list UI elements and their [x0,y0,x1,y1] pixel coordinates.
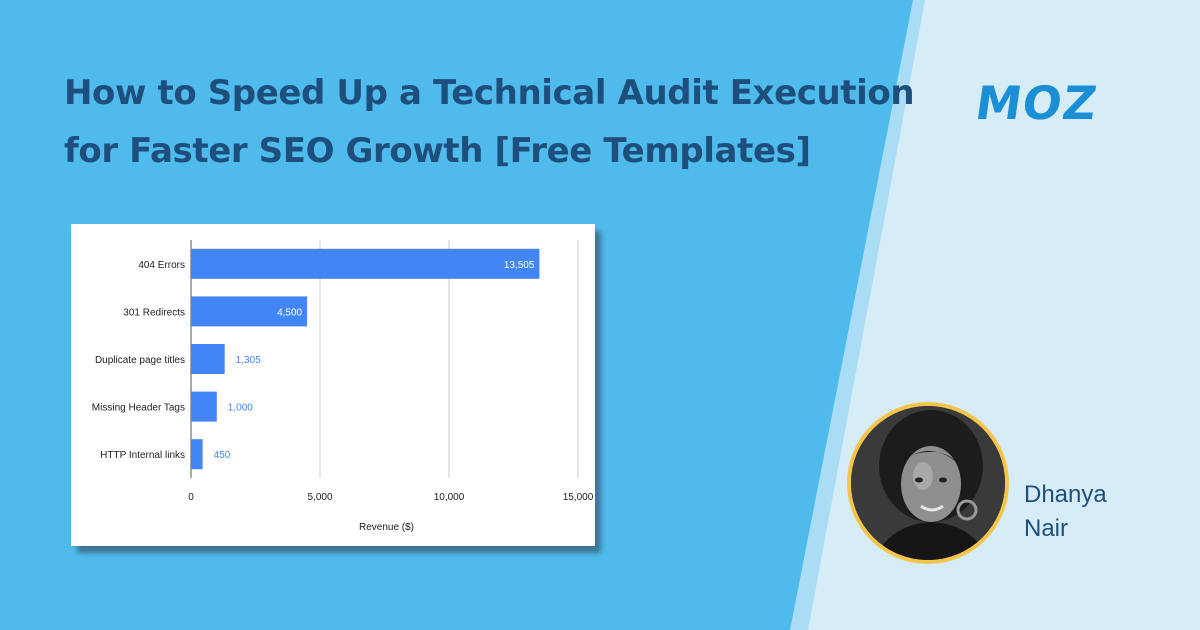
bar [191,391,217,422]
bar [191,296,308,327]
page-title-line-1: How to Speed Up a Technical Audit Execut… [64,73,915,113]
x-tick-label: 0 [188,492,194,503]
page-title-line-2: for Faster SEO Growth [Free Templates] [64,131,811,171]
category-label: 301 Redirects [123,307,185,318]
category-label: Duplicate page titles [95,355,185,366]
x-tick-label: 5,000 [307,492,332,503]
data-label: 1,000 [228,403,253,414]
moz-logo[interactable]: MOZ [972,76,1102,130]
bar [191,248,540,279]
category-label: 404 Errors [138,260,185,271]
bar [191,344,225,374]
chart-card: 0 5,000 10,000 15,000 404 Errors 13,505 301 Re… [71,224,595,546]
data-label: 450 [214,450,231,461]
author-photo-icon [851,406,1005,560]
category-label: Missing Header Tags [92,403,185,414]
author-first-name: Dhanya [1024,481,1107,508]
x-axis-title: Revenue ($) [359,522,414,533]
page-title: How to Speed Up a Technical Audit Execut… [64,64,915,180]
x-tick-label: 15,000 [563,492,594,503]
bar [191,439,203,470]
author-name: Dhanya Nair [1024,478,1107,546]
data-label: 13,505 [504,260,535,271]
data-label: 1,305 [236,355,261,366]
x-tick-label: 10,000 [434,492,465,503]
data-label: 4,500 [277,307,302,318]
bar-chart: 0 5,000 10,000 15,000 404 Errors 13,505 301 Re… [92,240,594,533]
author-avatar [851,406,1005,560]
category-label: HTTP Internal links [100,450,185,461]
author-last-name: Nair [1024,515,1069,542]
author-avatar-ring [847,402,1009,564]
